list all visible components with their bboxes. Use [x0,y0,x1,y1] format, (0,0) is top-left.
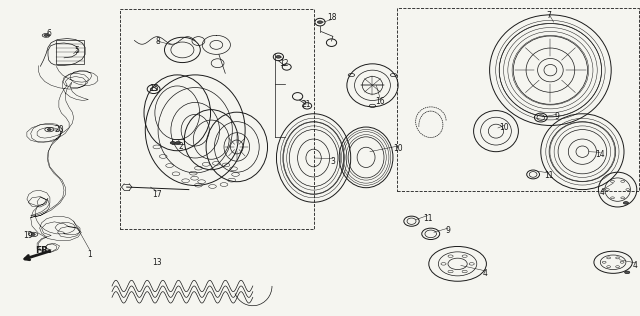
Bar [120,9,314,229]
Ellipse shape [623,202,628,204]
Text: 11: 11 [545,171,554,180]
Text: 17: 17 [152,190,162,199]
Text: 19: 19 [22,231,33,240]
Text: 9: 9 [554,112,559,121]
Text: 12: 12 [279,59,288,68]
Bar [56,40,84,64]
Text: 16: 16 [375,97,385,106]
Ellipse shape [317,21,323,23]
Text: 15: 15 [148,84,159,93]
Text: 7: 7 [547,11,552,20]
Bar [172,139,184,144]
Text: 2: 2 [179,143,184,151]
Ellipse shape [170,142,175,144]
Text: 21: 21 [301,100,310,109]
Text: 5: 5 [74,46,79,55]
Text: 9: 9 [445,226,451,235]
Text: 4: 4 [633,261,638,270]
Text: 8: 8 [155,37,160,46]
Text: 4: 4 [483,269,488,278]
Text: 18: 18 [327,13,336,22]
Text: FR.: FR. [35,246,52,255]
Text: 20: 20 [54,125,65,134]
Text: 11: 11 [423,214,432,222]
Bar [397,8,639,191]
Text: 3: 3 [330,157,335,166]
Text: 6: 6 [46,29,51,38]
Text: 1: 1 [87,250,92,259]
Text: 13: 13 [152,258,163,267]
Text: 14: 14 [595,150,605,159]
Ellipse shape [276,56,281,58]
Ellipse shape [44,34,48,36]
Ellipse shape [175,142,180,144]
Text: 10: 10 [499,124,509,132]
Text: 10: 10 [393,144,403,153]
Ellipse shape [47,129,51,131]
Text: 4: 4 [599,188,604,197]
Ellipse shape [31,234,35,235]
Ellipse shape [625,271,630,274]
